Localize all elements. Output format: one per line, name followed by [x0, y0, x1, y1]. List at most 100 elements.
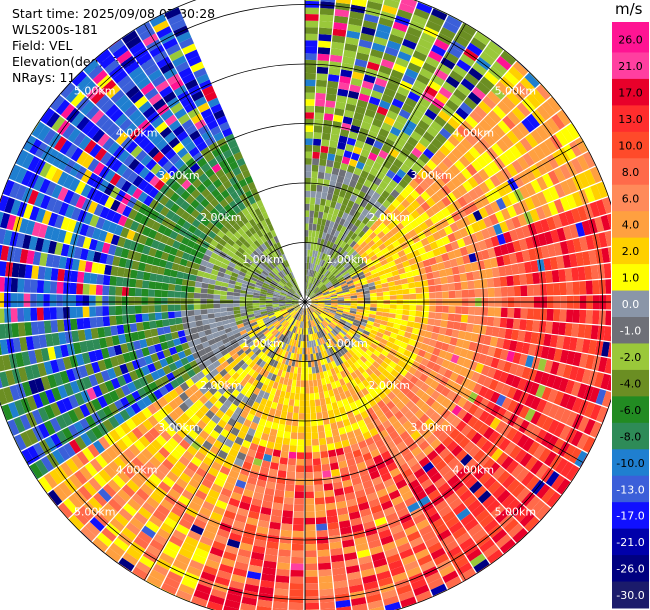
range-gate	[384, 46, 399, 57]
range-gate	[385, 341, 394, 349]
range-gate	[383, 239, 392, 247]
range-gate	[435, 92, 449, 105]
range-gate	[449, 371, 459, 382]
range-gate	[394, 364, 403, 373]
range-gate	[396, 203, 406, 213]
range-gate	[483, 133, 496, 147]
range-gate	[305, 289, 307, 296]
range-gate	[493, 434, 506, 448]
range-gate	[353, 210, 361, 219]
range-gate	[275, 575, 290, 583]
range-gate	[533, 370, 544, 384]
range-gate	[70, 270, 78, 283]
range-gate	[312, 151, 320, 159]
range-gate	[328, 347, 334, 355]
range-gate	[308, 236, 312, 244]
range-gate	[328, 313, 335, 318]
range-gate	[526, 284, 534, 296]
range-gate	[313, 287, 319, 293]
range-gate	[299, 406, 305, 414]
range-gate	[37, 321, 46, 335]
range-gate	[473, 485, 487, 499]
range-gate	[343, 291, 351, 295]
range-gate	[389, 467, 401, 478]
range-gate	[329, 266, 336, 273]
range-gate	[468, 189, 479, 201]
range-gate	[310, 305, 316, 310]
range-gate	[346, 331, 354, 338]
range-gate	[336, 224, 343, 232]
range-gate	[69, 306, 77, 319]
range-gate	[304, 452, 313, 460]
range-gate	[326, 334, 332, 341]
range-gate	[360, 32, 374, 43]
range-gate	[366, 421, 376, 431]
instrument-name: WLS200s-181	[12, 22, 98, 37]
range-gate	[121, 305, 129, 315]
range-gate	[473, 279, 482, 289]
range-gate	[464, 72, 479, 86]
range-gate	[201, 319, 210, 326]
range-gate	[271, 508, 283, 517]
range-gate	[312, 319, 317, 326]
range-gate	[451, 462, 465, 475]
range-gate	[352, 188, 361, 197]
range-gate	[307, 290, 311, 297]
range-gate	[135, 279, 143, 288]
range-gate	[322, 126, 332, 134]
range-gate	[394, 231, 403, 240]
range-gate	[309, 293, 315, 298]
radar-ray	[311, 304, 609, 423]
range-gate	[342, 289, 350, 293]
range-gate	[380, 58, 395, 69]
range-gate	[584, 186, 596, 203]
range-gate	[338, 82, 350, 91]
range-gate	[480, 365, 491, 376]
range-gate	[347, 282, 355, 287]
range-gate	[432, 248, 441, 257]
range-gate	[318, 165, 326, 173]
range-gate	[167, 297, 175, 305]
range-gate	[484, 413, 496, 427]
range-gate	[325, 219, 331, 228]
range-gate	[364, 258, 373, 265]
range-gate	[376, 304, 384, 308]
range-gate	[331, 320, 338, 326]
range-gate	[304, 380, 309, 388]
range-gate	[376, 171, 386, 181]
range-gate	[315, 510, 326, 518]
range-gate	[530, 129, 544, 145]
range-gate	[526, 308, 534, 320]
range-gate	[348, 349, 355, 357]
range-gate	[320, 313, 327, 318]
range-gate	[535, 160, 548, 176]
range-gate	[405, 194, 416, 204]
range-gate	[501, 134, 514, 149]
range-gate	[315, 318, 321, 325]
range-gate	[115, 315, 124, 325]
range-gate	[367, 346, 376, 354]
range-gate	[320, 457, 330, 465]
range-gate	[389, 295, 397, 300]
range-gate	[421, 164, 433, 176]
range-gate	[412, 50, 428, 62]
range-gate	[304, 491, 314, 499]
range-gate	[582, 436, 595, 453]
range-gate	[317, 304, 325, 307]
range-gate	[489, 174, 502, 187]
range-gate	[487, 307, 495, 317]
range-gate	[324, 496, 336, 504]
range-gate	[424, 108, 438, 121]
range-gate	[306, 275, 308, 283]
range-gate	[306, 289, 309, 296]
range-gate	[295, 471, 304, 479]
range-gate	[454, 160, 466, 172]
range-gate	[467, 176, 479, 189]
range-gate	[434, 312, 442, 320]
range-gate	[362, 268, 371, 275]
range-gate	[361, 283, 369, 289]
range-gate	[324, 300, 332, 302]
range-gate	[443, 260, 452, 269]
range-gate	[392, 63, 407, 74]
range-gate	[317, 237, 322, 245]
